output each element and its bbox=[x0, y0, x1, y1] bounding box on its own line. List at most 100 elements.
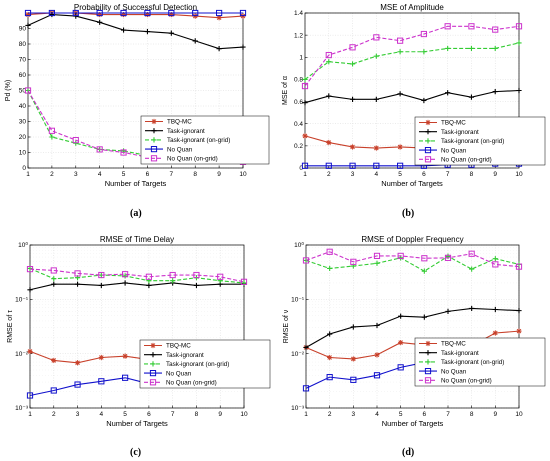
legend-marker bbox=[150, 146, 158, 153]
data-point bbox=[25, 11, 31, 18]
data-point bbox=[193, 282, 200, 289]
series-line bbox=[27, 13, 244, 50]
series-line bbox=[304, 42, 520, 80]
legend-label: TBQ-MC bbox=[441, 120, 466, 127]
legend-label: No Quan bbox=[166, 370, 192, 377]
data-point bbox=[120, 27, 127, 33]
x-tick-label: 5 bbox=[398, 171, 402, 178]
data-point bbox=[326, 374, 333, 381]
legend-marker bbox=[150, 361, 156, 367]
data-point bbox=[374, 352, 380, 358]
x-tick-label: 9 bbox=[217, 171, 221, 178]
x-tick-label: 1 bbox=[26, 171, 30, 178]
data-point bbox=[193, 271, 200, 279]
data-point bbox=[327, 331, 333, 337]
y-tick-label: 0 bbox=[22, 165, 26, 172]
data-point bbox=[373, 34, 380, 41]
x-tick-label: 2 bbox=[328, 411, 332, 418]
legend-label: Task-ignorant bbox=[441, 350, 479, 357]
legend-label: Task-ignorant (on-grid) bbox=[166, 361, 229, 368]
data-point bbox=[468, 250, 475, 257]
series-task-ignorant bbox=[303, 305, 522, 351]
legend-label: TBQ-MC bbox=[166, 343, 191, 350]
data-point bbox=[96, 146, 103, 153]
data-point bbox=[302, 76, 308, 83]
legend-label: Task-ignorant (on-grid) bbox=[441, 359, 504, 366]
y-tick-label: 70 bbox=[19, 57, 27, 64]
data-point bbox=[144, 29, 151, 35]
data-point bbox=[120, 11, 127, 18]
data-point bbox=[48, 127, 55, 134]
series-line bbox=[304, 25, 520, 87]
data-point bbox=[350, 258, 357, 265]
data-point bbox=[492, 256, 498, 262]
series-no-quan-on-grid bbox=[301, 23, 523, 90]
data-point bbox=[421, 49, 427, 55]
data-point bbox=[168, 30, 174, 36]
y-tick-label: 20 bbox=[19, 134, 27, 141]
data-point bbox=[74, 360, 81, 366]
x-tick-label: 3 bbox=[351, 171, 355, 178]
data-point bbox=[169, 271, 176, 279]
series-no-quan-on-grid bbox=[26, 266, 248, 285]
y-tick-label: 10⁻² bbox=[15, 351, 29, 358]
legend-label: No Quan bbox=[441, 147, 467, 154]
y-tick-label: 1.4 bbox=[294, 10, 303, 17]
data-point bbox=[302, 385, 310, 392]
data-point bbox=[492, 45, 498, 52]
x-tick-label: 5 bbox=[399, 411, 403, 418]
y-tick-label: 10⁻¹ bbox=[291, 297, 305, 304]
data-point bbox=[303, 344, 309, 351]
x-tick-label: 8 bbox=[470, 171, 474, 178]
x-tick-label: 2 bbox=[327, 171, 331, 178]
series-line bbox=[29, 267, 245, 284]
data-point bbox=[327, 265, 333, 272]
x-tick-label: 8 bbox=[195, 411, 199, 418]
legend-label: Task-ignorant bbox=[441, 129, 479, 136]
y-tick-label: 10⁰ bbox=[18, 241, 28, 249]
data-point bbox=[26, 266, 34, 273]
x-tick-label: 7 bbox=[446, 171, 450, 178]
data-point bbox=[120, 9, 127, 17]
legend-label: No Quan (on-grid) bbox=[166, 380, 217, 387]
legend-label: Task-ignorant (on-grid) bbox=[167, 137, 230, 144]
legend-label: TBQ-MC bbox=[441, 341, 466, 348]
legend-marker bbox=[424, 368, 432, 375]
data-point bbox=[373, 145, 379, 151]
data-point bbox=[397, 91, 403, 97]
legend-marker bbox=[425, 350, 431, 356]
y-tick-label: 10⁻¹ bbox=[15, 297, 29, 304]
chart-title: RMSE of Time Delay bbox=[100, 235, 174, 244]
legend-box bbox=[139, 339, 271, 389]
data-point bbox=[240, 13, 246, 19]
series-line bbox=[304, 89, 520, 104]
data-point bbox=[192, 38, 198, 44]
data-point bbox=[72, 137, 79, 144]
x-tick-label: 1 bbox=[28, 411, 32, 418]
data-point bbox=[239, 9, 247, 17]
data-point bbox=[373, 252, 381, 260]
data-point bbox=[216, 15, 222, 21]
series-no-quan bbox=[24, 9, 247, 17]
axes-frame bbox=[29, 244, 245, 409]
data-point bbox=[397, 49, 403, 55]
data-point bbox=[374, 322, 380, 329]
legend-label: No Quan (on-grid) bbox=[167, 156, 218, 163]
x-tick-label: 7 bbox=[446, 411, 450, 418]
data-point bbox=[349, 144, 356, 150]
legend-marker bbox=[424, 147, 432, 154]
data-point bbox=[398, 313, 404, 319]
data-point bbox=[51, 281, 57, 287]
legend-label: No Quan bbox=[441, 368, 467, 375]
y-tick-label: 1 bbox=[299, 54, 303, 61]
x-tick-label: 3 bbox=[352, 411, 356, 418]
data-point bbox=[397, 162, 404, 169]
series-line bbox=[305, 255, 520, 272]
data-point bbox=[515, 23, 523, 30]
data-point bbox=[349, 44, 356, 51]
chart-title: RMSE of Doppler Frequency bbox=[361, 235, 463, 244]
x-tick-label: 8 bbox=[470, 411, 474, 418]
data-point bbox=[25, 22, 31, 28]
legend-marker bbox=[151, 128, 157, 134]
data-point bbox=[97, 11, 103, 18]
